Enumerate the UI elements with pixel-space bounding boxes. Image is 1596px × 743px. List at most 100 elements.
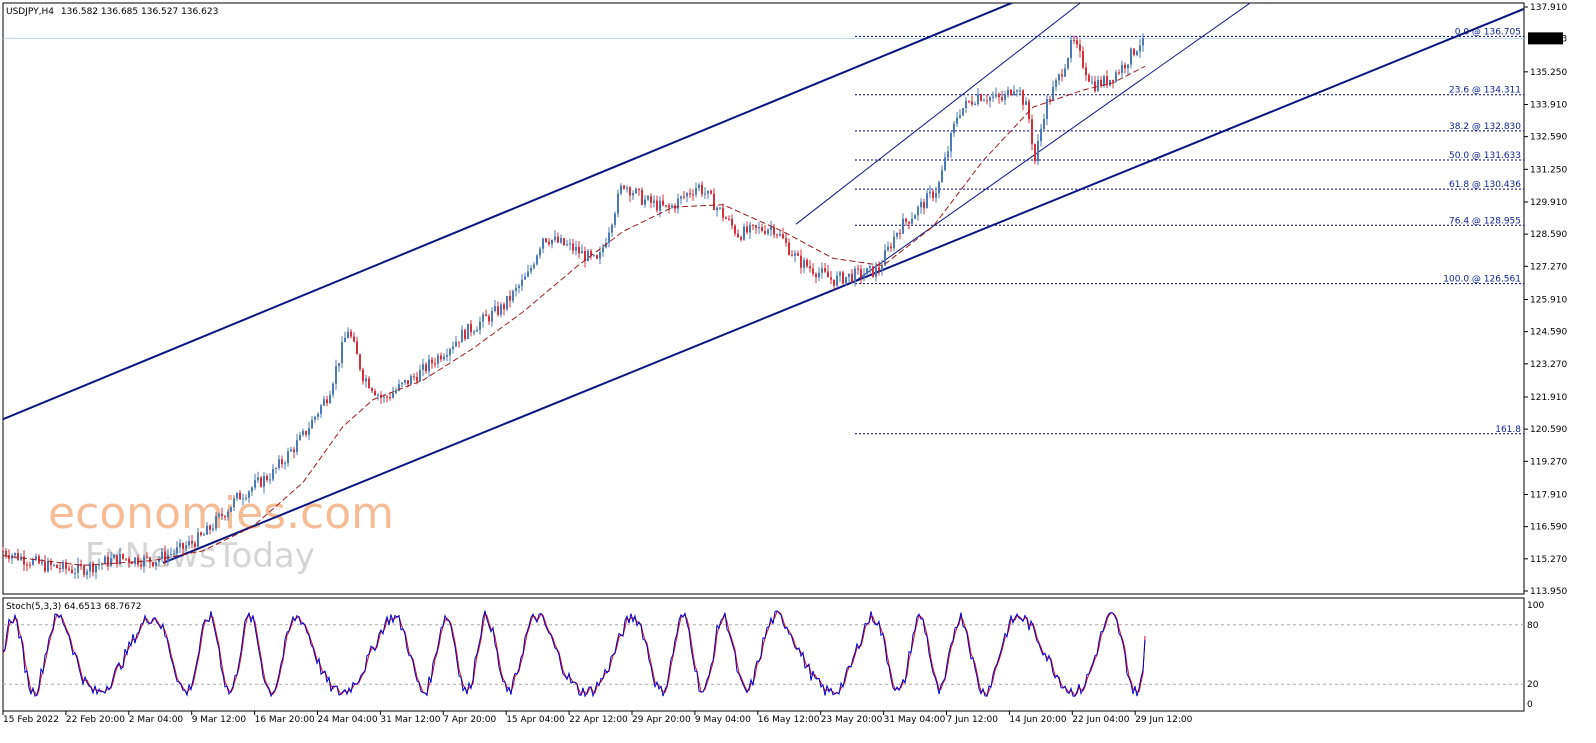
candle-body — [1085, 67, 1087, 76]
fib-level-label: 161.8 — [1495, 425, 1521, 435]
candle-body — [599, 252, 601, 259]
chart-header: USDJPY,H4 136.582 136.685 136.527 136.62… — [6, 7, 218, 17]
candle-body — [1025, 101, 1027, 105]
candle-body — [119, 553, 121, 565]
fib-level-label: 0.0 @ 136.705 — [1455, 27, 1521, 37]
candle-body — [644, 199, 646, 205]
candle-body — [650, 196, 652, 203]
price-tick-label: 120.590 — [1530, 425, 1567, 435]
candle-body — [869, 266, 871, 268]
candle-body — [887, 246, 889, 251]
candle-body — [521, 279, 523, 286]
candle-body — [881, 265, 883, 271]
time-tick-label: 22 Feb 20:00 — [66, 715, 125, 725]
candle-body — [587, 250, 589, 261]
ma-line — [2, 65, 1146, 566]
candle-body — [476, 329, 478, 332]
candle-body — [269, 479, 271, 481]
candle-body — [260, 477, 262, 487]
candle-body — [368, 378, 370, 389]
candle-body — [194, 543, 196, 547]
candle-body — [890, 246, 892, 249]
stoch-main-line — [2, 609, 1146, 698]
candle-body — [950, 133, 952, 152]
fibonacci-levels: 0.0 @ 136.705 23.6 @ 134.311 38.2 @ 132.83… — [855, 27, 1524, 435]
candle-body — [803, 259, 805, 268]
candle-body — [779, 234, 781, 236]
candle-body — [47, 560, 49, 572]
candle-body — [239, 492, 241, 500]
candle-body — [242, 498, 244, 500]
candle-body — [1109, 79, 1111, 86]
candle-body — [884, 250, 886, 266]
candle-body — [443, 356, 445, 360]
candle-body — [731, 218, 733, 226]
candle-body — [401, 382, 403, 385]
candle-body — [335, 366, 337, 384]
candle-body — [734, 225, 736, 234]
candle-body — [971, 101, 973, 105]
candle-body — [542, 238, 544, 249]
candle-body — [2, 550, 4, 552]
candle-body — [17, 553, 19, 560]
candle-body — [749, 224, 751, 233]
candle-body — [569, 243, 571, 245]
price-tick-label: 123.270 — [1530, 360, 1567, 370]
candle-body — [65, 562, 67, 569]
candle-body — [80, 564, 82, 567]
candle-body — [914, 215, 916, 219]
candle-body — [236, 492, 238, 499]
candle-body — [293, 449, 295, 452]
candle-body — [986, 100, 988, 102]
candle-body — [983, 100, 985, 102]
candle-body — [968, 100, 970, 102]
candle-body — [911, 218, 913, 224]
candle-body — [530, 267, 532, 272]
candle-body — [449, 349, 451, 356]
candle-body — [230, 507, 232, 512]
candle-body — [377, 394, 379, 396]
candle-body — [1040, 128, 1042, 142]
channel-inner-lower — [852, 3, 1251, 284]
candle-body — [332, 383, 334, 395]
candle-body — [281, 459, 283, 465]
candle-body — [854, 268, 856, 282]
candle-body — [1022, 90, 1024, 105]
price-tick-label: 124.590 — [1530, 328, 1567, 338]
price-tick-label: 137.910 — [1530, 3, 1567, 13]
candle-body — [545, 238, 547, 242]
candle-body — [350, 331, 352, 337]
candle-body — [791, 254, 793, 256]
candle-body — [635, 188, 637, 194]
candle-body — [698, 184, 700, 189]
candle-body — [314, 416, 316, 420]
candle-body — [308, 428, 310, 435]
fib-level-label: 76.4 @ 128.955 — [1449, 216, 1521, 226]
candle-body — [695, 188, 697, 195]
candle-body — [116, 554, 118, 565]
fib-level-label: 23.6 @ 134.311 — [1449, 86, 1521, 96]
candle-body — [1064, 68, 1066, 77]
candle-body — [692, 194, 694, 196]
stochastic-panel: 100 80 20 0 — [2, 601, 1544, 710]
candle-body — [1070, 40, 1072, 59]
time-tick-label: 22 Jun 04:00 — [1072, 715, 1129, 725]
candle-body — [995, 94, 997, 97]
candle-body — [1100, 80, 1102, 86]
candle-body — [191, 540, 193, 544]
candle-body — [83, 566, 85, 575]
candle-body — [431, 359, 433, 364]
candle-body — [1004, 94, 1006, 101]
candle-body — [728, 218, 730, 220]
candle-body — [590, 250, 592, 256]
channel-inner-upper — [795, 3, 1082, 225]
candle-body — [536, 255, 538, 265]
candle-body — [860, 268, 862, 278]
candle-body — [482, 314, 484, 322]
candle-body — [944, 157, 946, 171]
candle-body — [176, 547, 178, 554]
candle-body — [197, 532, 199, 547]
candle-body — [203, 534, 205, 536]
time-tick-label: 31 Mar 12:00 — [380, 715, 440, 725]
candle-body — [512, 290, 514, 301]
